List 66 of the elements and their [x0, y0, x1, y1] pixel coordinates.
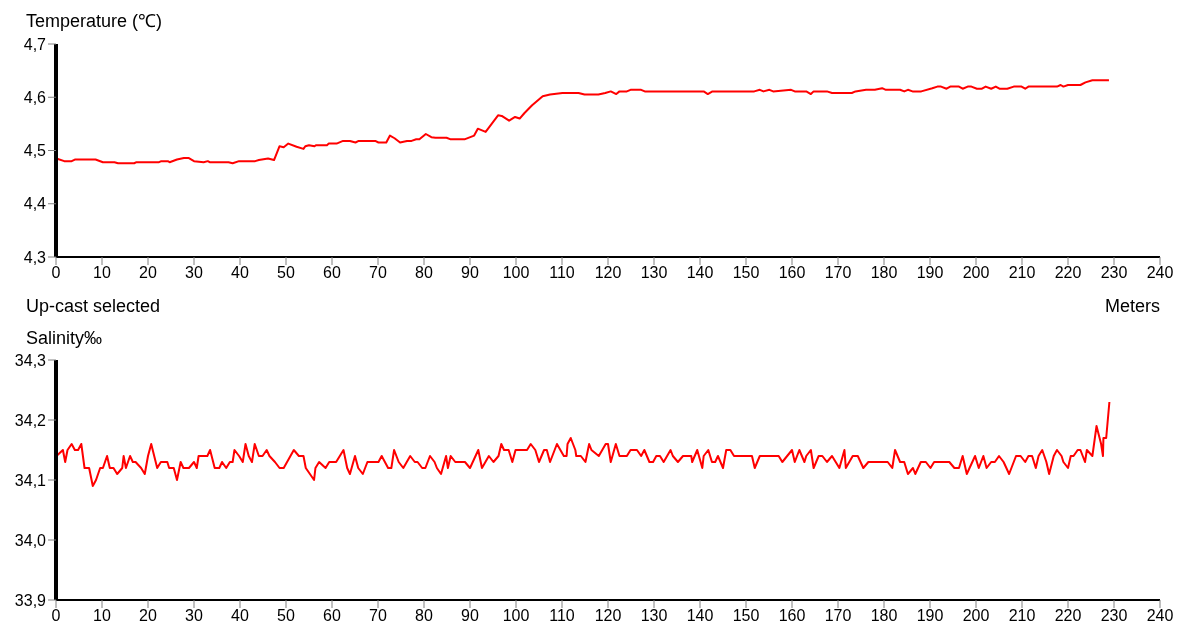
x-tick-label: 160: [778, 264, 806, 282]
x-tick-label: 210: [1008, 264, 1036, 282]
x-tick-label: 50: [277, 264, 295, 282]
x-tick-label: 170: [824, 607, 852, 625]
x-tick-label: 10: [93, 264, 111, 282]
x-tick-label: 210: [1008, 607, 1036, 625]
y-tick-label: 34,3: [14, 351, 47, 369]
x-tick-label: 40: [231, 264, 249, 282]
y-axis-title: Temperature (℃): [26, 10, 163, 32]
x-tick-label: 110: [549, 264, 575, 282]
y-tick-label: 4,5: [23, 142, 47, 160]
x-tick-label: 150: [732, 607, 760, 625]
x-tick-label: 190: [916, 264, 944, 282]
x-tick-label: 160: [778, 607, 806, 625]
x-tick-label: 180: [870, 607, 898, 625]
x-tick-label: 140: [686, 607, 714, 625]
x-tick-label: 20: [139, 264, 157, 282]
line-series: [56, 401, 1111, 487]
x-tick-label: 230: [1100, 607, 1128, 625]
x-tick-label: 190: [916, 607, 944, 625]
x-tick-label: 140: [686, 264, 714, 282]
x-tick-label: 130: [640, 607, 668, 625]
y-tick-label: 4,6: [23, 88, 47, 106]
x-tick-label: 70: [369, 264, 387, 282]
x-tick-label: 40: [231, 607, 249, 625]
x-tick-label: 150: [732, 264, 760, 282]
x-tick-label: 230: [1100, 264, 1128, 282]
x-tick-label: 90: [461, 607, 479, 625]
y-tick-label: 4,3: [23, 248, 47, 266]
x-tick-label: 50: [277, 607, 295, 625]
x-tick-label: 220: [1054, 607, 1082, 625]
x-tick-label: 0: [51, 607, 61, 625]
x-tick-label: 0: [51, 264, 61, 282]
x-tick-label: 60: [323, 607, 341, 625]
x-tick-label: 240: [1146, 607, 1174, 625]
text: Up-cast selected: [26, 296, 161, 317]
x-tick-label: 220: [1054, 264, 1082, 282]
x-tick-label: 30: [185, 607, 203, 625]
x-tick-label: 200: [962, 264, 990, 282]
x-tick-label: 110: [549, 607, 575, 625]
x-tick-label: 80: [415, 607, 433, 625]
x-tick-label: 70: [369, 607, 387, 625]
y-tick-label: 4,7: [23, 35, 47, 53]
x-tick-label: 100: [502, 264, 530, 282]
y-tick-label: 34,0: [14, 531, 47, 549]
x-tick-label: 30: [185, 264, 203, 282]
y-tick-label: 34,2: [14, 411, 47, 429]
y-tick-label: 34,1: [14, 471, 47, 489]
x-tick-label: 90: [461, 264, 479, 282]
y-tick-label: 4,4: [23, 195, 47, 213]
x-tick-label: 80: [415, 264, 433, 282]
x-tick-label: 240: [1146, 264, 1174, 282]
x-tick-label: 60: [323, 264, 341, 282]
x-tick-label: 200: [962, 607, 990, 625]
x-tick-label: 20: [139, 607, 157, 625]
line-series: [56, 79, 1110, 165]
x-tick-label: 130: [640, 264, 668, 282]
x-tick-label: 10: [93, 607, 111, 625]
x-tick-label: 120: [594, 264, 622, 282]
x-tick-label: 100: [502, 607, 530, 625]
x-axis-title: Meters: [1104, 296, 1160, 317]
x-tick-label: 180: [870, 264, 898, 282]
x-tick-label: 170: [824, 264, 852, 282]
x-tick-label: 120: [594, 607, 622, 625]
y-axis-title: Salinity‰: [26, 328, 103, 349]
y-tick-label: 33,9: [14, 591, 47, 609]
